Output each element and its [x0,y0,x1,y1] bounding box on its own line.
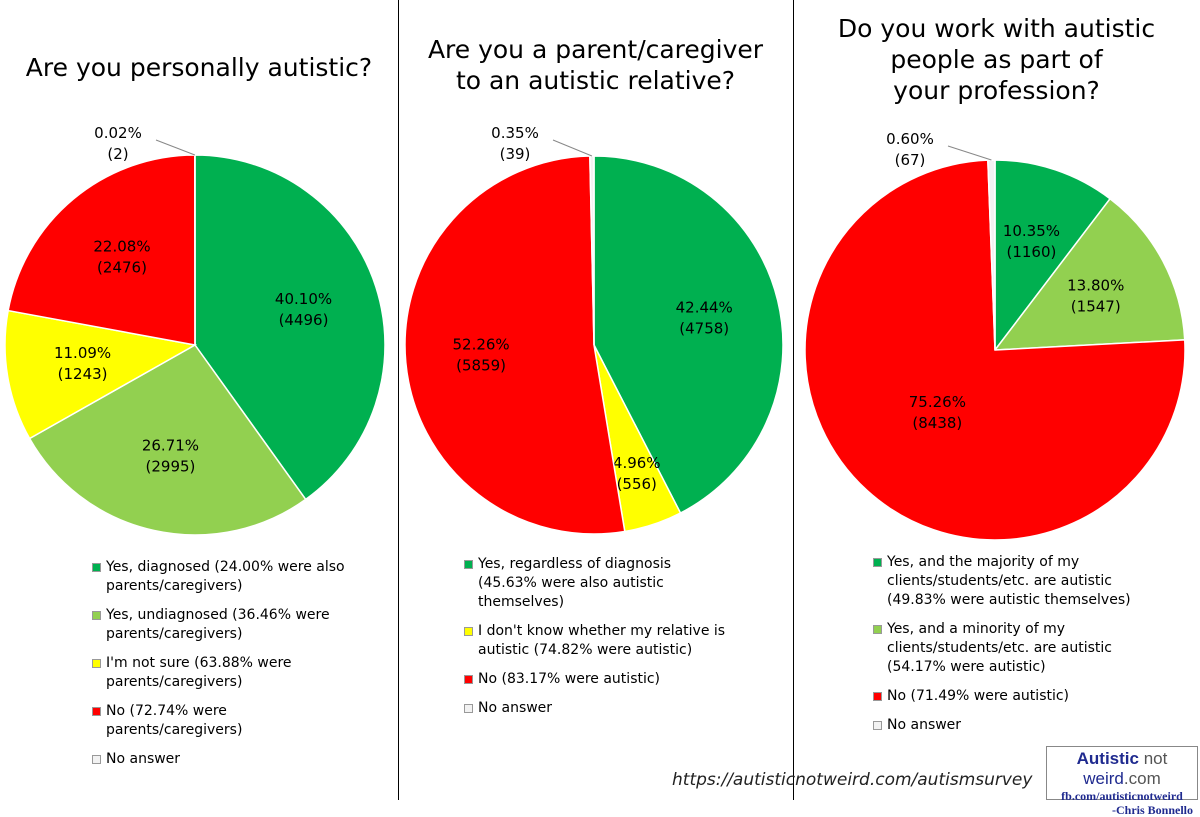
legend-swatch [92,563,101,572]
slice-count-label: (2) [107,145,128,163]
slice-percent-label: 75.26% [909,393,966,411]
legend-label: I don't know whether my relative is auti… [478,623,725,658]
legend-label: I'm not sure (63.88% were parents/caregi… [106,655,292,690]
legend-swatch [92,707,101,716]
slice-percent-label: 52.26% [452,336,509,354]
legend-item: No (83.17% were autistic) [464,670,734,689]
slice-percent-label: 13.80% [1067,277,1124,295]
slice-count-label: (4758) [679,319,729,337]
legend-item: Yes, regardless of diagnosis (45.63% wer… [464,555,734,612]
legend-item: Yes, and a minority of my clients/studen… [873,620,1143,677]
slice-percent-label: 0.02% [94,124,142,142]
legend-item: No answer [92,750,362,769]
legend-item: Yes, undiagnosed (36.46% were parents/ca… [92,606,362,644]
slice-count-label: (1547) [1071,298,1121,316]
slice-count-label: (2476) [97,258,147,276]
legend-swatch [464,675,473,684]
legend-item: Yes, diagnosed (24.00% were also parents… [92,558,362,596]
legend-swatch [464,704,473,713]
legend-label: No answer [478,700,552,716]
slice-count-label: (5859) [456,357,506,375]
legend-swatch [873,721,882,730]
slice-percent-label: 0.60% [886,130,934,148]
slice-count-label: (2995) [146,457,196,475]
legend-swatch [464,560,473,569]
legend-swatch [873,692,882,701]
legend-label: No answer [106,751,180,767]
slice-count-label: (556) [617,475,657,493]
legend-label: Yes, regardless of diagnosis (45.63% wer… [478,556,671,610]
legend-label: No (72.74% were parents/caregivers) [106,703,242,738]
slice-percent-label: 22.08% [93,237,150,255]
legend-label: Yes, undiagnosed (36.46% were parents/ca… [106,607,330,642]
legend-swatch [92,659,101,668]
slice-percent-label: 4.96% [613,454,661,472]
legend-swatch [873,558,882,567]
slice-percent-label: 10.35% [1003,222,1060,240]
legend-swatch [92,755,101,764]
legend-label: No (83.17% were autistic) [478,671,660,687]
slice-count-label: (67) [895,151,926,169]
legend-label: Yes, and a minority of my clients/studen… [887,621,1112,675]
legend-item: No (72.74% were parents/caregivers) [92,702,362,740]
slice-percent-label: 26.71% [142,436,199,454]
legend-swatch [873,625,882,634]
slice-count-label: (8438) [912,414,962,432]
autisticnotweird-logo: Autistic not weird.com fb.com/autisticno… [1046,746,1198,800]
legend-item: No answer [873,716,1143,735]
slice-count-label: (39) [500,145,531,163]
legend-3: Yes, and the majority of my clients/stud… [873,553,1143,745]
slice-count-label: (1160) [1006,243,1056,261]
legend-item: Yes, and the majority of my clients/stud… [873,553,1143,610]
slice-percent-label: 40.10% [275,290,332,308]
legend-label: No (71.49% were autistic) [887,688,1069,704]
callout-line [156,140,195,155]
slice-percent-label: 42.44% [676,298,733,316]
legend-swatch [92,611,101,620]
callout-line [948,146,991,160]
legend-label: Yes, diagnosed (24.00% were also parents… [106,559,345,594]
slice-percent-label: 11.09% [54,344,111,362]
legend-item: I'm not sure (63.88% were parents/caregi… [92,654,362,692]
callout-line [553,140,592,156]
legend-2: Yes, regardless of diagnosis (45.63% wer… [464,555,734,728]
legend-swatch [464,627,473,636]
legend-1: Yes, diagnosed (24.00% were also parents… [92,558,362,779]
legend-label: No answer [887,717,961,733]
slice-percent-label: 0.35% [491,124,539,142]
slice-count-label: (1243) [58,365,108,383]
legend-item: No (71.49% were autistic) [873,687,1143,706]
legend-item: I don't know whether my relative is auti… [464,622,734,660]
legend-label: Yes, and the majority of my clients/stud… [887,554,1131,608]
slice-count-label: (4496) [279,311,329,329]
survey-url[interactable]: https://autisticnotweird.com/autismsurve… [672,770,1032,790]
legend-item: No answer [464,699,734,718]
